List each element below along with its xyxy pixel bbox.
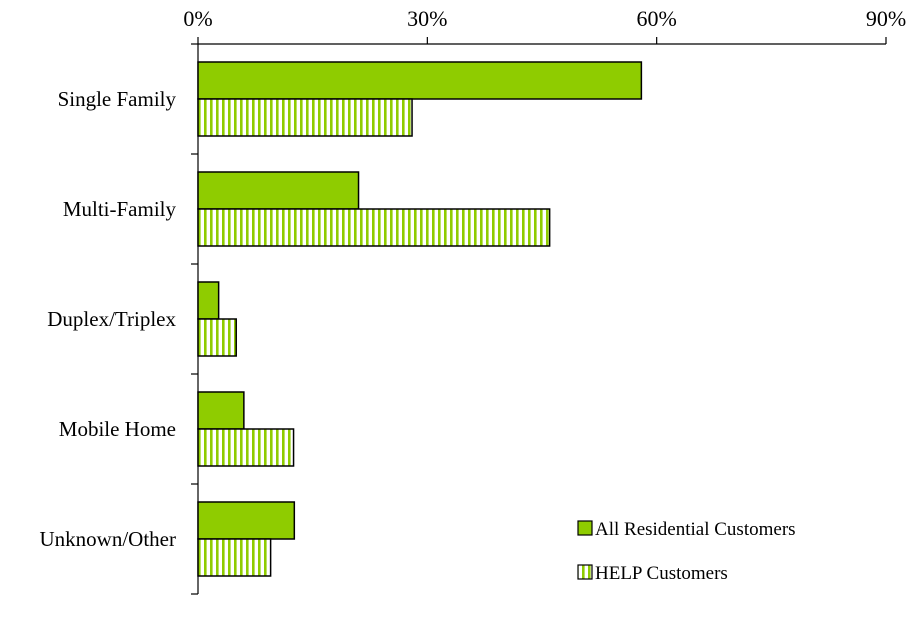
category-label: Multi-Family <box>63 197 177 221</box>
x-tick-label: 60% <box>637 6 677 31</box>
bar-help-customers <box>197 98 413 137</box>
bar-all-residential <box>197 281 220 320</box>
x-tick-label: 30% <box>407 6 447 31</box>
category-label: Single Family <box>58 87 177 111</box>
bar-all-residential <box>197 391 245 430</box>
bar-layer <box>197 61 643 577</box>
category-label: Unknown/Other <box>40 527 176 551</box>
bar-help-customers <box>197 538 272 577</box>
category-label: Duplex/Triplex <box>47 307 176 331</box>
label-layer: 0% 30% 60% 90% Single Family Multi-Family Dupl… <box>40 6 907 551</box>
legend-label: All Residential Customers <box>595 519 796 540</box>
x-tick-label: 90% <box>866 6 906 31</box>
bar-all-residential <box>197 501 296 540</box>
legend: All Residential Customers HELP Customers <box>577 519 796 584</box>
bar-all-residential <box>197 171 360 210</box>
legend-label: HELP Customers <box>595 563 728 584</box>
bar-all-residential <box>197 61 643 100</box>
legend-swatch <box>577 564 593 580</box>
x-tick-label: 0% <box>183 6 212 31</box>
bar-help-customers <box>197 318 237 357</box>
legend-swatch <box>577 520 593 536</box>
bar-help-customers <box>197 208 551 247</box>
bar-help-customers <box>197 428 295 467</box>
category-label: Mobile Home <box>59 417 176 441</box>
